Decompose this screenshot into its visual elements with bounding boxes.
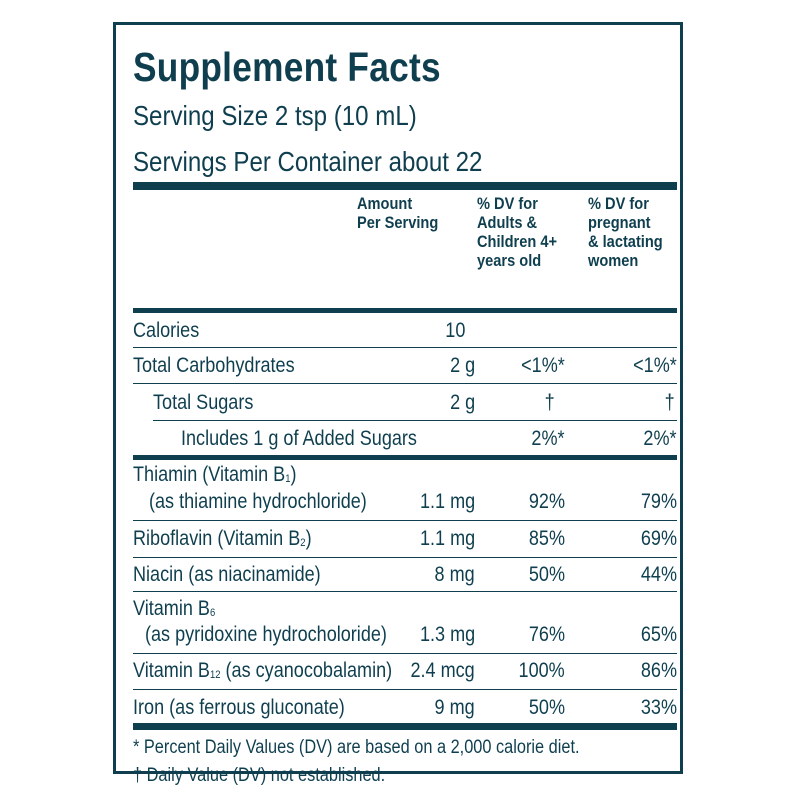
medium-divider [133,455,677,460]
medium-divider [133,308,677,313]
servings-per-container: Servings Per Container about 22 [133,146,483,177]
thick-divider-bottom [133,723,677,730]
supplement-facts-panel: Supplement Facts Serving Size 2 tsp (10 … [113,22,683,786]
panel-title: Supplement Facts [133,44,441,90]
row-divider [133,689,677,690]
row-divider [133,520,677,521]
row-divider [133,347,677,348]
serving-size: Serving Size 2 tsp (10 mL) [133,100,417,131]
footnote-dv-not-established: † Daily Value (DV) not established. [133,765,386,786]
row-divider [133,383,677,384]
row-divider [153,420,677,421]
thick-divider-top [133,182,677,190]
column-header-dv-adults: % DV for Adults & Children 4+ years old [477,194,558,270]
column-header-amount: Amount Per Serving [357,194,439,232]
footnote-percent-dv: * Percent Daily Values (DV) are based on… [133,737,580,758]
column-header-dv-pregnant: % DV for pregnant & lactating women [588,194,663,270]
row-divider [133,557,677,558]
row-divider [133,591,677,592]
row-divider [133,653,677,654]
